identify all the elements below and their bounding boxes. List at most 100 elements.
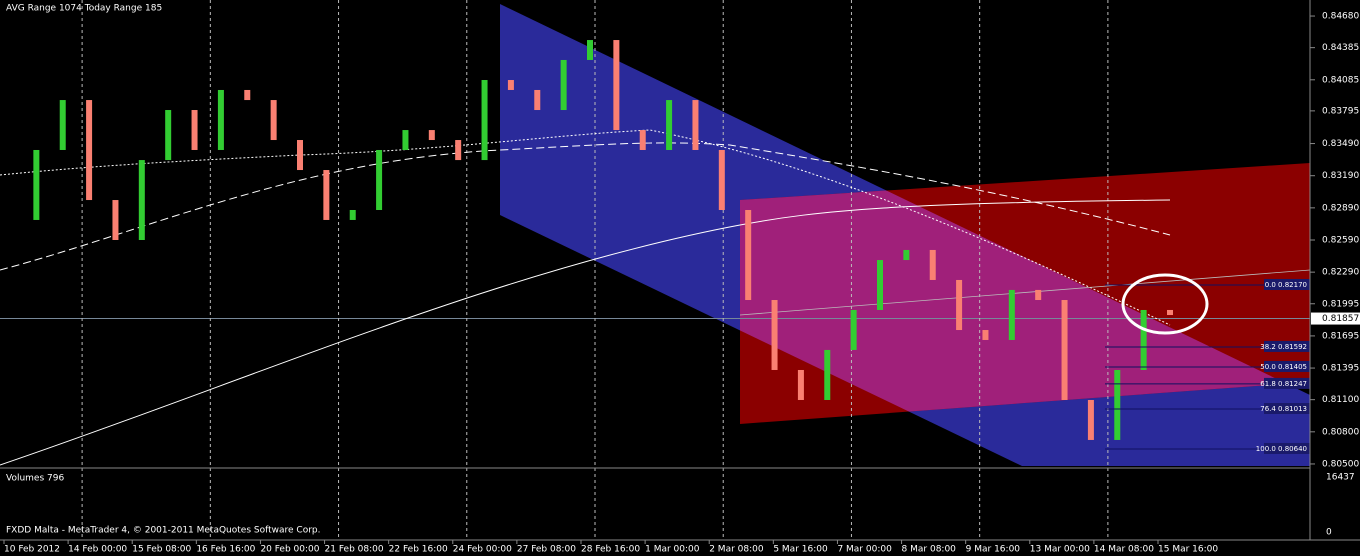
candle xyxy=(33,149,40,220)
trend-line xyxy=(739,269,1311,316)
y-tick-label: 0.81395 xyxy=(1322,364,1359,374)
candle xyxy=(507,80,514,90)
y-tick-label: 0.84680 xyxy=(1322,12,1359,22)
x-tick-label: 5 Mar 16:00 xyxy=(773,545,828,555)
moving-average xyxy=(0,142,1171,271)
candle xyxy=(1035,289,1042,301)
candle xyxy=(1114,369,1121,440)
candle xyxy=(1140,309,1147,370)
x-tick-label: 9 Mar 16:00 xyxy=(966,545,1021,555)
candle xyxy=(323,170,330,220)
level-box xyxy=(1264,279,1310,291)
moving-average xyxy=(0,129,1171,326)
candle xyxy=(982,330,989,340)
candle xyxy=(138,160,145,241)
candle xyxy=(797,369,804,400)
level-label: 38.2 0.81592 xyxy=(1260,343,1307,351)
candle xyxy=(349,209,356,220)
x-tick-label: 10 Feb 2012 xyxy=(4,545,60,555)
candle xyxy=(244,89,251,101)
level-label: 76.4 0.81013 xyxy=(1260,405,1307,413)
candles xyxy=(33,40,1173,440)
volume-label: Volumes 796 xyxy=(6,474,64,484)
candle xyxy=(165,110,172,161)
y-tick-label: 0.81995 xyxy=(1322,299,1359,309)
y-tick-label: 0.81695 xyxy=(1322,331,1359,341)
candle xyxy=(771,300,778,370)
x-tick-label: 7 Mar 00:00 xyxy=(837,545,892,555)
candle xyxy=(112,200,119,241)
x-tick-label: 1 Mar 00:00 xyxy=(645,545,700,555)
x-tick-label: 15 Mar 16:00 xyxy=(1158,545,1218,555)
candle xyxy=(481,80,488,161)
level-label: 50.0 0.81405 xyxy=(1260,363,1307,371)
candle xyxy=(86,100,93,201)
x-tick-label: 20 Feb 00:00 xyxy=(260,545,319,555)
x-tick-label: 22 Feb 16:00 xyxy=(389,545,448,555)
candle xyxy=(903,249,910,261)
candle xyxy=(956,279,963,331)
x-tick-label: 21 Feb 08:00 xyxy=(325,545,384,555)
level-box xyxy=(1264,340,1310,352)
level-box xyxy=(1264,402,1310,414)
candle xyxy=(587,40,593,60)
level-label: 0.0 0.82170 xyxy=(1265,281,1307,289)
candle xyxy=(639,130,646,150)
volume-max: 16437 xyxy=(1326,473,1355,483)
candle xyxy=(850,309,857,350)
x-tick-label: 16 Feb 16:00 xyxy=(196,545,255,555)
y-tick-label: 0.83190 xyxy=(1322,171,1359,181)
candle xyxy=(613,40,620,131)
y-tick-label: 0.84085 xyxy=(1322,75,1359,85)
level-label: 100.0 0.80640 xyxy=(1256,445,1307,453)
footer: FXDD Malta - MetaTrader 4, © 2001-2011 M… xyxy=(6,526,321,536)
y-tick-label: 0.84385 xyxy=(1322,43,1359,53)
candle xyxy=(297,140,303,171)
level-box xyxy=(1264,360,1310,372)
candle xyxy=(402,130,409,150)
candle xyxy=(718,149,725,210)
x-tick-label: 13 Mar 00:00 xyxy=(1030,545,1090,555)
candle xyxy=(1061,300,1068,400)
x-tick-label: 14 Mar 08:00 xyxy=(1094,545,1154,555)
candle xyxy=(666,100,673,150)
y-tick-label: 0.83490 xyxy=(1322,139,1359,149)
volume-min: 0 xyxy=(1326,528,1332,538)
candle xyxy=(1008,289,1015,340)
candle xyxy=(692,100,699,150)
y-tick-label: 0.80500 xyxy=(1322,459,1359,469)
candle xyxy=(1167,309,1173,316)
candle xyxy=(455,140,462,161)
candle xyxy=(560,59,567,111)
candle xyxy=(217,89,224,150)
candle xyxy=(824,349,831,400)
candle xyxy=(877,260,883,310)
y-tick-label: 0.80800 xyxy=(1322,427,1359,437)
candle xyxy=(191,110,198,150)
y-tick-label: 0.82890 xyxy=(1322,203,1359,213)
x-tick-label: 27 Feb 08:00 xyxy=(517,545,576,555)
axes: 0.84680 0.84385 0.84085 0.83795 0.83490 0.831… xyxy=(3,12,1360,555)
x-tick-label: 24 Feb 00:00 xyxy=(453,545,512,555)
candle xyxy=(376,149,383,210)
y-tick-label: 0.82290 xyxy=(1322,268,1359,278)
level-box xyxy=(1264,442,1310,454)
current-price-box xyxy=(1311,312,1360,325)
grid xyxy=(0,0,1310,540)
level-label: 61.8 0.81247 xyxy=(1260,380,1307,388)
moving-average xyxy=(0,199,1171,466)
annotation-circle xyxy=(1121,273,1209,335)
y-tick-label: 0.81100 xyxy=(1322,395,1359,405)
x-tick-label: 14 Feb 00:00 xyxy=(68,545,127,555)
current-price-label: 0.81857 xyxy=(1322,314,1359,324)
y-tick-label: 0.83795 xyxy=(1322,106,1359,116)
candle xyxy=(59,100,66,150)
candle xyxy=(929,249,936,280)
x-tick-label: 2 Mar 08:00 xyxy=(709,545,764,555)
range-info: AVG Range 1074 Today Range 185 xyxy=(6,4,162,14)
fib-levels: 0.0 0.82170 38.2 0.81592 50.0 0.81405 61.8 … xyxy=(1105,279,1310,454)
candle xyxy=(534,89,541,111)
level-box xyxy=(1264,377,1310,389)
